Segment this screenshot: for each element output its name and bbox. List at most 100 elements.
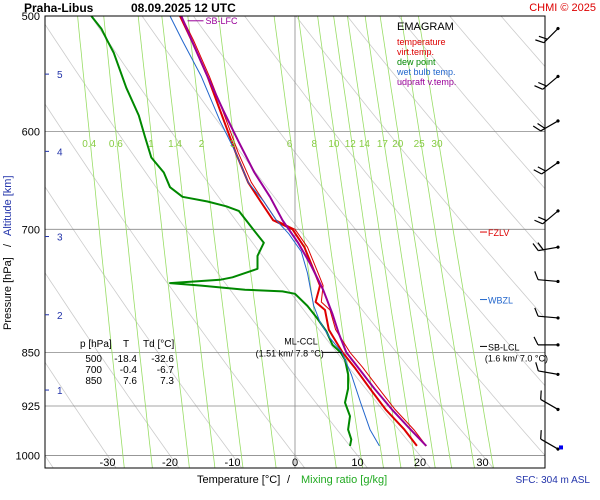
mixing-ratio-line	[317, 16, 384, 468]
wind-barb	[532, 119, 560, 132]
mixing-ratio-label: 1.4	[168, 139, 182, 150]
sounding-date: 08.09.2025 12 UTC	[131, 1, 236, 15]
wind-barb	[540, 390, 560, 412]
wind-barb	[532, 242, 560, 252]
x-tick-label: -30	[100, 457, 116, 469]
table-header-t: T	[123, 339, 129, 350]
table-cell: -32.6	[151, 354, 174, 365]
wind-barb	[533, 336, 560, 347]
legend-entry: dew point	[397, 57, 436, 67]
altitude-tick-label: 4	[57, 147, 63, 158]
table-cell: -6.7	[157, 365, 175, 376]
surface-wind-marker	[559, 445, 563, 450]
wind-barb	[535, 26, 560, 44]
wind-barb	[534, 271, 560, 284]
x-tick-label: 30	[476, 457, 488, 469]
x-tick-label: 0	[292, 457, 298, 469]
copyright-text: CHMI © 2025	[529, 2, 596, 14]
mixing-ratio-label: 1	[148, 139, 154, 150]
dry-adiabat-line	[141, 16, 494, 468]
mixing-ratio-line	[379, 16, 453, 468]
dry-adiabat-line	[592, 3, 600, 474]
level-marker-label: ML-CCL	[284, 336, 318, 346]
wind-barb-layer	[532, 26, 563, 451]
level-marker-sublabel: (1.6 km/ 7.0 °C)	[485, 353, 548, 363]
mixing-ratio-line	[400, 16, 475, 468]
legend-title: EMAGRAM	[397, 21, 454, 33]
mixing-ratio-line	[137, 16, 190, 468]
legend-entry: virt.temp.	[397, 47, 434, 57]
mixing-ratio-line	[77, 16, 125, 468]
mixing-ratio-label: 10	[328, 139, 340, 150]
legend-entry: udpraft v.temp.	[397, 77, 456, 87]
pressure-tick-label: 850	[22, 347, 40, 359]
wind-barb	[534, 74, 560, 90]
mixing-ratio-line	[297, 16, 364, 468]
series-line-virt-temp-	[180, 16, 427, 447]
dry-adiabat-line	[541, 3, 600, 474]
series-line-dew-point	[90, 16, 353, 447]
table-header-p: p [hPa]	[80, 339, 112, 350]
surface-note: SFC: 304 m ASL	[516, 475, 591, 486]
pressure-tick-label: 500	[22, 11, 40, 23]
table-cell: 850	[85, 376, 102, 387]
mixing-ratio-line	[273, 16, 337, 468]
dry-adiabat-line	[45, 361, 117, 468]
wind-barb	[535, 362, 560, 377]
mixing-ratio-line	[346, 16, 417, 468]
legend-entry: wet bulb temp.	[396, 67, 456, 77]
grid-layer	[45, 3, 600, 474]
wind-barb	[534, 307, 560, 320]
table-cell: 500	[85, 354, 102, 365]
plot-frame	[44, 15, 546, 469]
mixing-ratio-line	[364, 16, 436, 468]
level-marker-label: WBZL	[488, 296, 513, 306]
x-tick-label: -20	[162, 457, 178, 469]
dry-adiabat-line	[397, 16, 545, 190]
table-cell: -18.4	[114, 354, 137, 365]
mixing-ratio-label: 8	[311, 139, 317, 150]
series-layer	[90, 16, 428, 447]
level-marker-label: SB-LCL	[488, 342, 520, 352]
mixing-ratio-line	[218, 16, 277, 468]
series-line-wet-bulb-temp-	[169, 16, 380, 447]
wind-barb	[540, 430, 560, 451]
dry-adiabat-line	[45, 272, 180, 468]
dry-adiabat-line	[45, 23, 369, 468]
x-axis-label-separator: /	[287, 474, 291, 486]
dry-adiabat-line	[192, 16, 545, 457]
x-axis-label-mixing: Mixing ratio [g/kg]	[301, 474, 387, 486]
mixing-ratio-label: 20	[392, 139, 404, 150]
pressure-tick-label: 925	[22, 401, 40, 413]
dry-adiabat-line	[295, 16, 545, 319]
mixing-ratio-label: 30	[431, 139, 443, 150]
table-cell: 7.3	[160, 376, 174, 387]
altitude-tick-label: 2	[57, 311, 63, 322]
mixing-ratio-label: 12	[345, 139, 357, 150]
level-marker-label: SB-LFC	[206, 16, 239, 26]
x-tick-label: -10	[225, 457, 241, 469]
dry-adiabat-line	[244, 16, 545, 387]
series-line-udpraft-v-temp-	[180, 16, 428, 447]
x-tick-label: 10	[351, 457, 363, 469]
dry-adiabat-line	[45, 186, 243, 468]
table-cell: 7.6	[123, 376, 137, 387]
table-header-td: Td [°C]	[143, 339, 174, 350]
table-cell: 700	[85, 365, 102, 376]
table-cell: -0.4	[120, 365, 138, 376]
mixing-ratio-line	[417, 16, 494, 468]
altitude-tick-label: 3	[57, 233, 63, 244]
mixing-ratio-label: 2	[199, 139, 205, 150]
mixing-ratio-line	[187, 16, 244, 468]
legend-entry: temperature	[397, 37, 446, 47]
level-marker-sublabel: (1.51 km/ 7.8 °C)	[256, 348, 324, 358]
series-line-temperature	[179, 16, 418, 447]
dry-adiabat-line	[449, 16, 545, 128]
level-marker-label: FZLV	[488, 228, 509, 238]
y-axis-label-altitude: Altitude [km]	[2, 175, 14, 236]
mixing-ratio-label: 0.4	[82, 139, 96, 150]
dry-adiabat-line	[90, 16, 431, 468]
y-axis-label-separator: /	[2, 243, 14, 247]
